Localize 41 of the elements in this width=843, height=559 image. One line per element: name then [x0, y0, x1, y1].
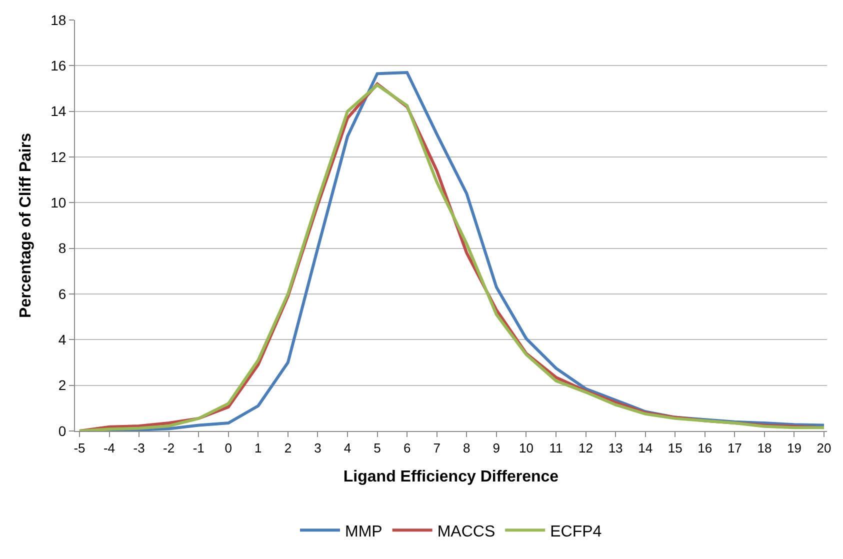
x-tick-label: 0	[224, 440, 232, 456]
legend-label: MMP	[345, 523, 382, 540]
legend-label: MACCS	[437, 523, 496, 540]
x-tick-label: -2	[163, 440, 175, 456]
x-tick-label: -5	[74, 440, 86, 456]
x-tick-label: 10	[518, 440, 534, 456]
x-tick-label: 11	[549, 440, 563, 456]
x-tick-label: -1	[192, 440, 204, 456]
x-tick-label: 1	[254, 440, 262, 456]
y-tick-label: 6	[58, 286, 66, 302]
y-tick-label: 8	[58, 240, 66, 256]
y-tick-label: 16	[50, 58, 66, 74]
y-tick-label: 10	[50, 194, 66, 211]
y-tick-label: 0	[58, 422, 66, 439]
x-tick-label: 15	[668, 440, 682, 456]
x-tick-label: 8	[463, 440, 470, 456]
x-tick-label: 9	[492, 440, 500, 456]
x-tick-label: 6	[403, 440, 411, 456]
x-tick-label: 16	[698, 440, 712, 456]
x-tick-label: 14	[638, 440, 653, 456]
y-tick-label: 2	[58, 377, 66, 394]
y-axis-title: Percentage of Cliff Pairs	[18, 132, 35, 318]
x-tick-label: 17	[727, 440, 742, 456]
x-tick-label: -4	[103, 440, 116, 456]
y-tick-label: 12	[50, 148, 66, 165]
x-tick-label: 4	[344, 440, 352, 456]
x-tick-label: 18	[757, 440, 772, 456]
y-tick-label: 14	[50, 103, 66, 120]
x-axis-title: Ligand Efficiency Difference	[343, 468, 559, 486]
x-tick-label: 7	[433, 440, 440, 456]
x-tick-label: 2	[284, 440, 292, 456]
x-tick-label: 20	[816, 440, 832, 456]
x-tick-label: -3	[133, 440, 145, 456]
y-tick-label: 4	[58, 332, 66, 348]
y-tick-label: 18	[50, 12, 66, 28]
x-tick-label: 3	[314, 440, 322, 456]
x-tick-label: 13	[608, 440, 623, 456]
x-tick-label: 5	[374, 440, 381, 456]
x-tick-label: 12	[578, 440, 593, 456]
x-tick-label: 19	[787, 440, 802, 456]
legend-label: ECFP4	[550, 523, 602, 540]
